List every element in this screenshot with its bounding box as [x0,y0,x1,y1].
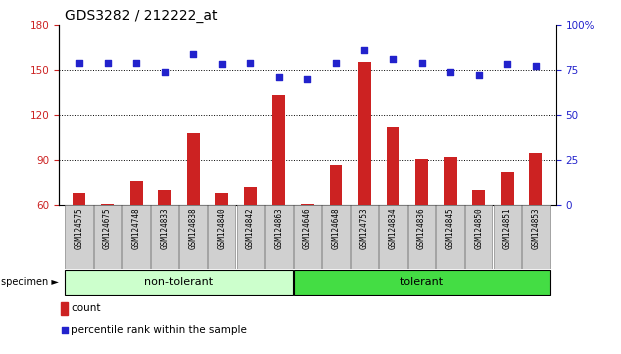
FancyBboxPatch shape [322,205,350,269]
Bar [130,181,142,296]
Text: percentile rank within the sample: percentile rank within the sample [71,325,247,336]
FancyBboxPatch shape [408,205,435,269]
FancyBboxPatch shape [151,205,178,269]
Bar [273,96,285,296]
Bar [301,204,314,296]
Bar [387,127,399,296]
FancyBboxPatch shape [65,270,292,295]
Text: non-tolerant: non-tolerant [144,277,214,287]
Text: tolerant: tolerant [399,277,443,287]
Bar [73,193,86,296]
Point [160,69,170,75]
Bar [215,193,228,296]
Bar [61,302,68,315]
Text: GSM124836: GSM124836 [417,207,426,249]
Bar [415,159,428,296]
Point [474,73,484,78]
Bar [187,133,199,296]
Bar [473,190,485,296]
Point [131,60,141,65]
Text: GSM124863: GSM124863 [274,207,283,249]
Bar [501,172,514,296]
Point [417,60,427,65]
Bar [158,190,171,296]
Point [502,62,512,67]
Text: GSM124853: GSM124853 [532,207,540,249]
Text: GSM124838: GSM124838 [189,207,197,249]
Text: GSM124575: GSM124575 [75,207,83,249]
Point [531,63,541,69]
Point [245,60,255,65]
FancyBboxPatch shape [522,205,550,269]
FancyBboxPatch shape [265,205,292,269]
FancyBboxPatch shape [122,205,150,269]
Point [274,74,284,80]
Point [74,60,84,65]
FancyBboxPatch shape [237,205,264,269]
Bar [330,165,342,296]
FancyBboxPatch shape [179,205,207,269]
Bar [101,204,114,296]
Point [331,60,341,65]
Point [60,328,70,333]
Point [388,56,398,62]
Text: GSM124833: GSM124833 [160,207,169,249]
FancyBboxPatch shape [65,205,93,269]
Text: GSM124851: GSM124851 [503,207,512,249]
Point [445,69,455,75]
FancyBboxPatch shape [294,205,321,269]
Text: GSM124748: GSM124748 [132,207,140,249]
Bar [358,62,371,296]
Text: GSM124648: GSM124648 [332,207,340,249]
Bar [444,157,456,296]
FancyBboxPatch shape [494,205,521,269]
Point [360,47,369,53]
FancyBboxPatch shape [294,270,550,295]
Point [217,62,227,67]
FancyBboxPatch shape [351,205,378,269]
Text: GSM124834: GSM124834 [389,207,397,249]
Bar [529,153,542,296]
FancyBboxPatch shape [437,205,464,269]
Text: GSM124753: GSM124753 [360,207,369,249]
Point [102,60,112,65]
Point [302,76,312,82]
Text: GSM124842: GSM124842 [246,207,255,249]
Text: GDS3282 / 212222_at: GDS3282 / 212222_at [65,9,218,23]
Text: GSM124646: GSM124646 [303,207,312,249]
Text: specimen ►: specimen ► [1,277,58,287]
FancyBboxPatch shape [379,205,407,269]
Bar [244,187,256,296]
Point [188,51,198,57]
Text: GSM124845: GSM124845 [446,207,455,249]
FancyBboxPatch shape [465,205,492,269]
Text: GSM124850: GSM124850 [474,207,483,249]
FancyBboxPatch shape [94,205,121,269]
FancyBboxPatch shape [208,205,235,269]
Text: GSM124675: GSM124675 [103,207,112,249]
Text: GSM124840: GSM124840 [217,207,226,249]
Text: count: count [71,303,101,313]
